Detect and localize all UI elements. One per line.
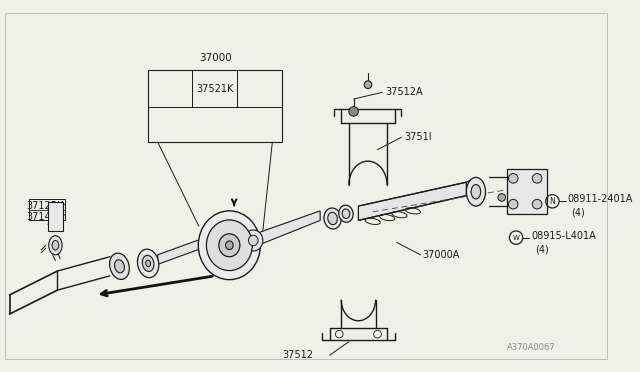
Circle shape <box>498 194 506 201</box>
Text: 37000A: 37000A <box>422 250 460 260</box>
Bar <box>29 199 65 220</box>
Text: 08911-2401A: 08911-2401A <box>568 195 633 204</box>
Ellipse shape <box>339 205 353 222</box>
Circle shape <box>508 199 518 209</box>
Circle shape <box>364 81 372 89</box>
Text: W: W <box>513 235 520 241</box>
Circle shape <box>508 174 518 183</box>
Text: 3751I: 3751I <box>404 132 432 142</box>
Ellipse shape <box>52 240 59 250</box>
Ellipse shape <box>244 230 263 251</box>
Text: N: N <box>550 197 556 206</box>
Polygon shape <box>157 236 211 264</box>
Text: 37512A: 37512A <box>385 87 423 97</box>
Text: 37146: 37146 <box>27 212 58 222</box>
Circle shape <box>349 107 358 116</box>
Bar <box>148 70 282 142</box>
Ellipse shape <box>467 177 486 206</box>
Ellipse shape <box>138 249 159 278</box>
Circle shape <box>532 174 542 183</box>
Ellipse shape <box>342 209 350 218</box>
Text: 37521K: 37521K <box>196 84 234 93</box>
Text: A370A0067: A370A0067 <box>506 343 556 352</box>
Text: (4): (4) <box>535 244 549 254</box>
Bar <box>48 202 63 231</box>
Text: 37512: 37512 <box>282 350 313 360</box>
Ellipse shape <box>324 208 341 229</box>
Ellipse shape <box>207 220 252 270</box>
Circle shape <box>532 199 542 209</box>
Ellipse shape <box>49 236 62 255</box>
Ellipse shape <box>198 211 260 280</box>
Polygon shape <box>258 211 320 245</box>
Ellipse shape <box>225 241 233 250</box>
Text: 08915-L401A: 08915-L401A <box>531 231 596 241</box>
Ellipse shape <box>142 255 154 272</box>
Ellipse shape <box>146 260 150 267</box>
Ellipse shape <box>219 234 240 257</box>
Ellipse shape <box>109 253 129 279</box>
Text: 37000: 37000 <box>198 53 232 63</box>
Ellipse shape <box>115 260 124 273</box>
Ellipse shape <box>328 212 337 225</box>
Text: 37125K: 37125K <box>27 201 64 211</box>
Bar <box>506 169 547 214</box>
Text: (4): (4) <box>572 208 585 218</box>
Polygon shape <box>358 182 467 220</box>
Ellipse shape <box>471 185 481 199</box>
Ellipse shape <box>248 235 258 246</box>
